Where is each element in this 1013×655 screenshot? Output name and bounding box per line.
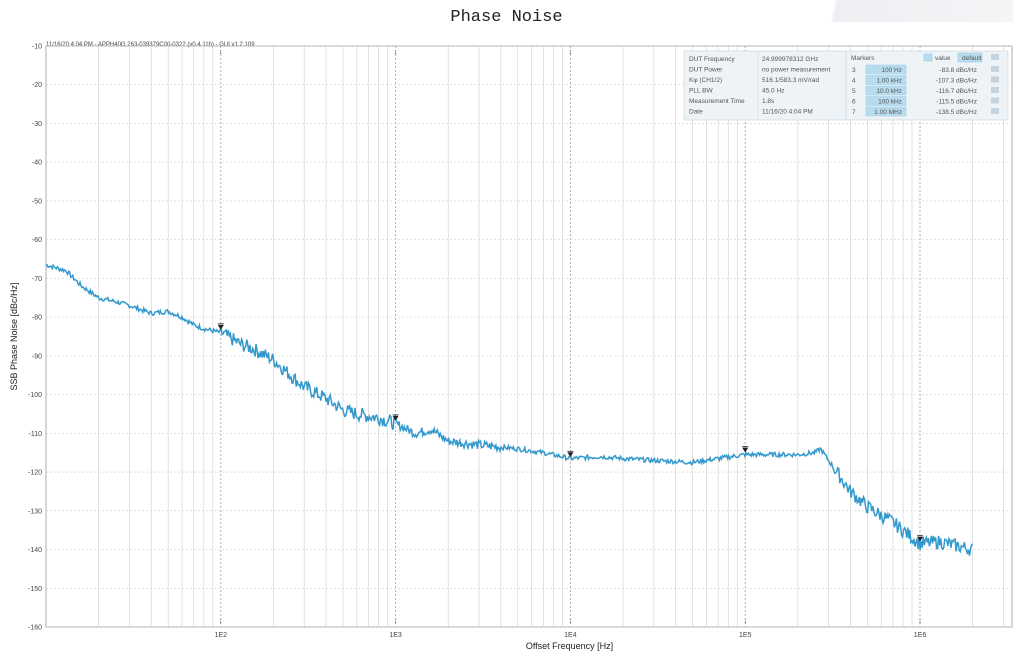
y-tick-label: -40 <box>32 160 42 167</box>
x-tick-caret: ↓ <box>394 618 398 625</box>
x-tick-label: 1E2 <box>215 632 228 639</box>
trace-layer[interactable] <box>46 263 974 556</box>
marker-value: -83.8 dBc/Hz <box>939 67 977 74</box>
marker-freq-box[interactable] <box>865 64 907 75</box>
y-tick-label: -120 <box>28 470 42 477</box>
x-axis-label: Offset Frequency [Hz] <box>526 641 613 651</box>
marker-layer <box>217 323 923 542</box>
settings-icon[interactable] <box>991 54 999 60</box>
markers-panel: Markers value default 3 100 Hz -83.8 dBc/H… <box>845 50 1009 121</box>
x-tick-caret-top: ↓ <box>569 49 573 56</box>
y-axis-label: SSB Phase Noise [dBc/Hz] <box>9 282 19 390</box>
marker-freq[interactable]: 100 kHz <box>878 99 902 106</box>
y-tick-label: -70 <box>32 276 42 283</box>
y-tick-label: -160 <box>28 625 42 632</box>
marker-freq[interactable]: 100 Hz <box>881 67 902 74</box>
y-tick-label: -20 <box>32 82 42 89</box>
value-toggle-label[interactable]: value <box>935 55 951 62</box>
info-label: DUT Frequency <box>689 56 736 63</box>
info-label: Date <box>689 109 703 116</box>
marker-freq[interactable]: 1.00 kHz <box>876 78 902 85</box>
x-tick-label: 1E4 <box>564 632 577 639</box>
y-tick-label: -60 <box>32 237 42 244</box>
y-tick-label: -10 <box>32 44 42 51</box>
info-label: PLL BW <box>689 88 713 95</box>
marker-freq[interactable]: 10.0 kHz <box>876 88 902 95</box>
x-tick-caret: ↓ <box>569 618 573 625</box>
x-tick-label: 1E5 <box>739 632 752 639</box>
y-tick-label: -110 <box>29 431 43 438</box>
default-button-label[interactable]: default <box>962 55 982 62</box>
marker-id: 3 <box>852 67 856 74</box>
info-value: 24.999978312 GHz <box>762 56 818 63</box>
marker-settings-icon[interactable] <box>991 76 999 83</box>
marker-settings-icon[interactable] <box>991 108 999 114</box>
marker-value: -115.5 dBc/Hz <box>936 99 977 106</box>
x-tick-label: 1E6 <box>914 632 927 639</box>
marker-id: 5 <box>852 88 856 95</box>
y-tick-label: -150 <box>28 586 42 593</box>
marker-triangle[interactable] <box>742 447 749 453</box>
y-tick-label: -130 <box>28 508 42 515</box>
info-value: 1.8s <box>762 98 775 105</box>
y-tick-label: -30 <box>32 121 42 128</box>
phase-noise-trace[interactable] <box>46 263 974 556</box>
marker-id: 4 <box>852 78 856 85</box>
marker-freq-box[interactable] <box>865 106 907 117</box>
x-tick-label: 1E3 <box>389 632 402 639</box>
marker-freq-box[interactable] <box>865 75 907 85</box>
marker-id: 7 <box>852 109 856 116</box>
page-title: Phase Noise <box>450 8 563 27</box>
y-tick-label: -80 <box>32 315 42 322</box>
measurement-header-text: 11/16/20 4:04 PM - APPH40G 263-039379C00… <box>46 42 255 48</box>
marker-triangle[interactable] <box>567 452 574 458</box>
info-label: Measurement Time <box>689 98 745 105</box>
default-button[interactable] <box>957 52 983 63</box>
corner-decoration <box>713 0 1013 22</box>
marker-settings-icon[interactable] <box>991 66 999 72</box>
info-panel: DUT Frequency 24.999978312 GHz DUT Power no… <box>683 50 847 121</box>
marker-settings-icon[interactable] <box>991 87 999 93</box>
marker-triangle[interactable] <box>217 324 224 330</box>
info-label: DUT Power <box>689 67 723 74</box>
marker-triangle[interactable] <box>917 536 923 542</box>
y-tick-label: -140 <box>28 547 42 554</box>
marker-freq[interactable]: 1.00 MHz <box>874 109 902 116</box>
grid-layer <box>45 45 1013 628</box>
marker-value: -116.7 dBc/Hz <box>936 88 977 95</box>
value-toggle-box[interactable] <box>923 53 933 62</box>
marker-value: -138.5 dBc/Hz <box>936 109 977 116</box>
info-value: 45.0 Hz <box>762 88 784 95</box>
marker-triangle[interactable] <box>392 415 399 421</box>
x-tick-caret-top: ↓ <box>219 49 223 56</box>
marker-value: -107.3 dBc/Hz <box>936 78 977 85</box>
marker-freq-box[interactable] <box>865 85 907 96</box>
x-tick-caret: ↓ <box>918 618 922 625</box>
y-tick-label: -90 <box>32 353 42 360</box>
marker-freq-box[interactable] <box>865 96 907 106</box>
y-tick-label: -50 <box>32 198 42 205</box>
info-value: no power measurement <box>762 67 830 74</box>
marker-settings-icon[interactable] <box>991 97 999 104</box>
tick-labels: -10 -20 -30 -40 -50 -60 -70 -80 -90 -100 -110 -120 -… <box>28 44 926 640</box>
marker-id: 6 <box>852 99 856 106</box>
plot-frame <box>45 45 1013 628</box>
info-value: 11/16/20 4:04 PM <box>762 109 813 116</box>
y-tick-label: -100 <box>28 392 42 399</box>
x-tick-caret-top: ↓ <box>394 49 398 56</box>
info-label: Kφ (CH1/2) <box>689 77 722 84</box>
markers-title: Markers <box>851 55 875 62</box>
x-tick-caret: ↓ <box>743 618 747 625</box>
x-tick-caret: ↓ <box>219 618 223 625</box>
info-value: 516.1/583.3 mV/rad <box>762 77 819 84</box>
